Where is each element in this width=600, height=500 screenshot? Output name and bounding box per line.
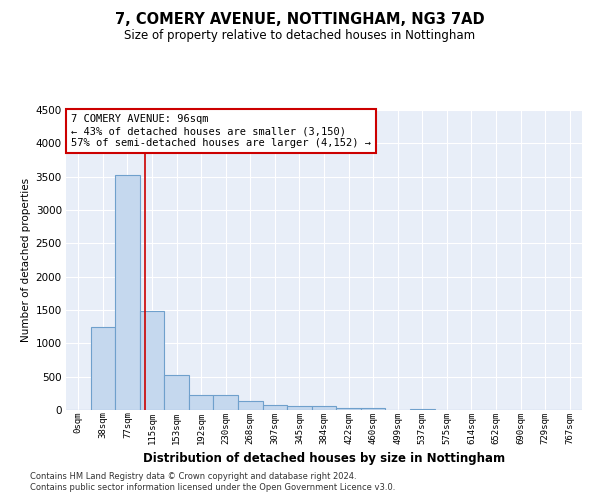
Bar (336, 408, 361, 410)
Bar (115, 174, 140, 410)
X-axis label: Distribution of detached houses by size in Nottingham: Distribution of detached houses by size … (143, 452, 505, 465)
Bar (140, 312, 164, 410)
Bar (410, 408, 434, 410)
Y-axis label: Number of detached properties: Number of detached properties (22, 178, 31, 342)
Bar (287, 406, 312, 410)
Text: Contains public sector information licensed under the Open Government Licence v3: Contains public sector information licen… (30, 484, 395, 492)
Bar (214, 395, 238, 410)
Bar (91, 326, 115, 410)
Text: Size of property relative to detached houses in Nottingham: Size of property relative to detached ho… (124, 29, 476, 42)
Text: Contains HM Land Registry data © Crown copyright and database right 2024.: Contains HM Land Registry data © Crown c… (30, 472, 356, 481)
Bar (164, 374, 189, 410)
Bar (189, 395, 214, 410)
Bar (238, 402, 263, 410)
Bar (263, 404, 287, 410)
Text: 7 COMERY AVENUE: 96sqm
← 43% of detached houses are smaller (3,150)
57% of semi-: 7 COMERY AVENUE: 96sqm ← 43% of detached… (71, 114, 371, 148)
Bar (361, 408, 385, 410)
Bar (312, 406, 336, 410)
Text: 7, COMERY AVENUE, NOTTINGHAM, NG3 7AD: 7, COMERY AVENUE, NOTTINGHAM, NG3 7AD (115, 12, 485, 28)
